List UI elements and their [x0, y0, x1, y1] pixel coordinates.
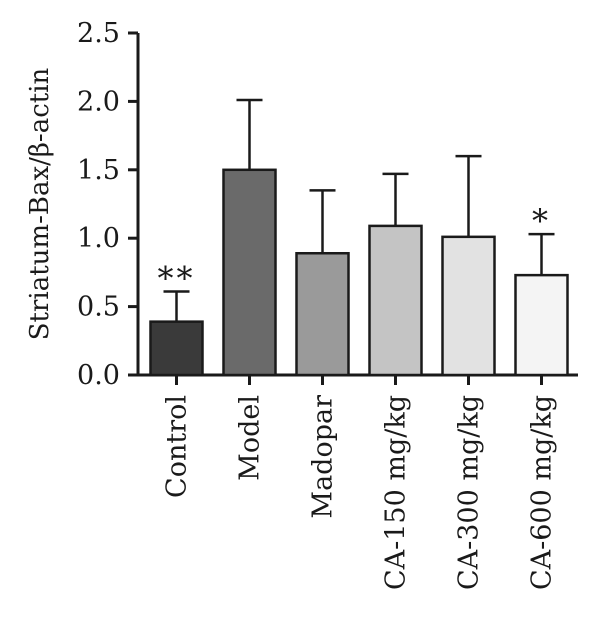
y-tick-label: 1.5 — [77, 155, 120, 186]
bar — [368, 224, 423, 377]
bar — [149, 320, 204, 377]
x-axis — [138, 373, 578, 385]
significance-annotations: *** — [158, 202, 551, 298]
x-tick-label: Control — [162, 395, 193, 498]
significance-label: ** — [158, 260, 196, 298]
x-tick-label: Madopar — [308, 395, 339, 519]
y-tick-label: 1.0 — [77, 223, 120, 254]
y-tick-label: 2.5 — [77, 18, 120, 49]
x-tick-label: CA-300 mg/kg — [454, 395, 485, 590]
bar — [441, 235, 496, 377]
bar — [514, 273, 569, 377]
y-tick-label: 2.0 — [77, 86, 120, 117]
y-axis-label: Striatum-Bax/β-actin — [25, 67, 55, 340]
significance-label: * — [532, 202, 551, 240]
y-tick-label: 0.0 — [77, 360, 120, 391]
x-tick-label: Model — [235, 395, 266, 481]
y-tick-label: 0.5 — [77, 292, 120, 323]
x-tick-label: CA-150 mg/kg — [381, 395, 412, 590]
bars — [149, 168, 569, 377]
x-tick-labels: Control Model Madopar CA-150 mg/kg CA-300 mg… — [162, 395, 558, 590]
y-axis: 0.0 0.5 1.0 1.5 2.0 2.5 — [77, 18, 140, 391]
x-tick-label: CA-600 mg/kg — [527, 395, 558, 590]
bar — [295, 251, 350, 377]
error-bars — [163, 98, 555, 322]
bar — [222, 168, 277, 377]
